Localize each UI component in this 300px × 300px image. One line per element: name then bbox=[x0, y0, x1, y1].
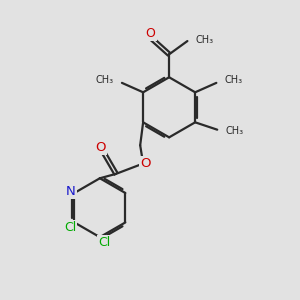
Text: CH₃: CH₃ bbox=[226, 126, 244, 136]
Text: O: O bbox=[95, 141, 106, 154]
Text: CH₃: CH₃ bbox=[196, 34, 214, 45]
Text: O: O bbox=[140, 157, 151, 170]
Text: Cl: Cl bbox=[98, 236, 110, 249]
Text: N: N bbox=[66, 185, 76, 198]
Text: O: O bbox=[146, 28, 155, 40]
Text: CH₃: CH₃ bbox=[96, 75, 114, 85]
Text: CH₃: CH₃ bbox=[225, 75, 243, 85]
Text: Cl: Cl bbox=[64, 221, 76, 234]
